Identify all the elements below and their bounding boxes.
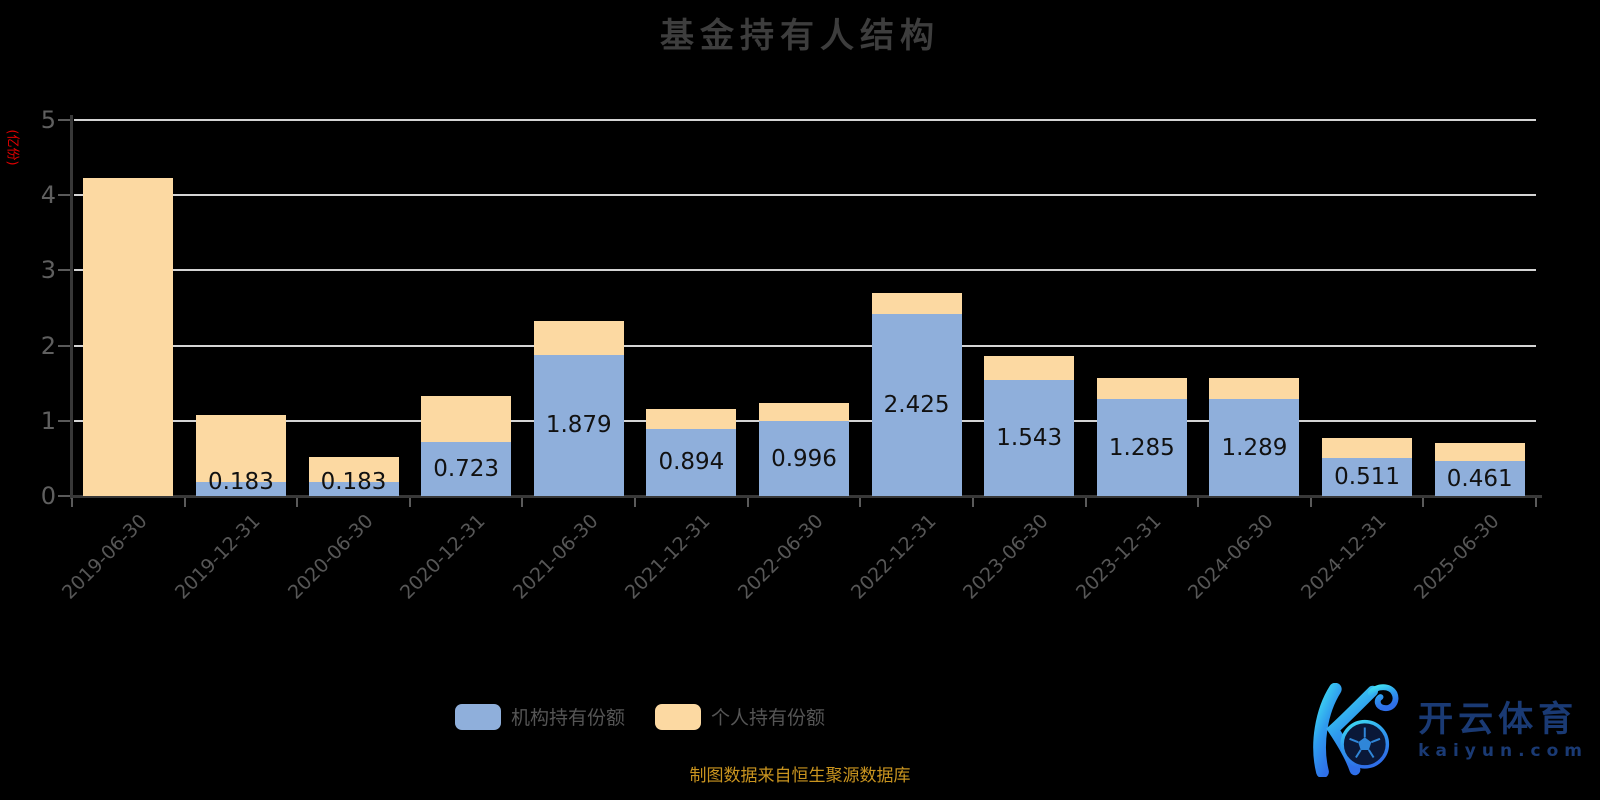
bar-segment-personal[interactable] (646, 409, 737, 429)
bar-segment-personal[interactable] (1096, 377, 1187, 400)
x-tick (1309, 498, 1312, 507)
bar-segment-institutional[interactable] (1209, 399, 1300, 496)
y-tick (58, 495, 70, 497)
bar-segment-personal[interactable] (759, 403, 849, 422)
x-axis-label: 2019-12-31 (170, 510, 265, 604)
bar-value-label: 0.183 (207, 469, 274, 495)
x-tick (859, 498, 862, 507)
legend-item-institutional[interactable]: 机构持有份额 (454, 703, 625, 730)
legend-item-personal[interactable]: 个人持有份额 (655, 703, 825, 730)
y-tick (58, 194, 70, 197)
x-tick (296, 498, 299, 507)
y-tick (58, 269, 70, 272)
legend-label-institutional: 机构持有份额 (510, 707, 625, 729)
bar-value-label: 1.543 (996, 424, 1063, 451)
bar-segment-personal[interactable] (308, 457, 399, 483)
y-axis-line (70, 115, 73, 499)
y-tick-label: 0 (40, 482, 56, 510)
bar-segment-institutional[interactable] (646, 428, 737, 496)
bar-value-label: 0.894 (658, 449, 725, 476)
gridline (74, 344, 1536, 347)
bar-value-label: 2.425 (883, 391, 950, 418)
kaiyun-logo[interactable]: 开云体育 kaiyun.com (1292, 683, 1588, 777)
bar-value-label: 0.511 (1334, 463, 1400, 490)
bar-segment-personal[interactable] (83, 177, 174, 496)
legend: 机构持有份额 个人持有份额 (0, 703, 1280, 730)
y-tick (58, 344, 70, 347)
bar-value-label: 0.996 (771, 445, 837, 472)
y-tick-label: 3 (40, 256, 56, 285)
gridline (74, 119, 1536, 121)
gridline (74, 269, 1536, 272)
bar-segment-institutional[interactable] (195, 482, 286, 496)
bar-segment-personal[interactable] (421, 395, 512, 442)
data-source-note: 制图数据来自恒生聚源数据库 (689, 766, 911, 786)
bar-segment-institutional[interactable] (533, 354, 624, 496)
kaiyun-k-soccer-ball-icon (1313, 683, 1399, 777)
bar-value-label: 0.723 (433, 455, 500, 482)
x-tick (1422, 498, 1425, 507)
x-tick (746, 498, 749, 507)
x-axis-label: 2025-06-30 (1409, 510, 1504, 604)
x-axis-label: 2022-06-30 (733, 510, 828, 604)
legend-swatch-personal (655, 703, 701, 730)
bar-segment-personal[interactable] (984, 355, 1075, 380)
x-axis-label: 2023-06-30 (959, 510, 1053, 604)
y-tick-label: 1 (40, 406, 56, 435)
y-tick-label: 2 (40, 331, 56, 360)
y-tick (58, 419, 70, 422)
y-tick (58, 119, 70, 121)
x-tick (1084, 498, 1087, 507)
bar-segment-institutional[interactable] (1096, 399, 1187, 496)
legend-label-personal: 个人持有份额 (711, 707, 826, 729)
bar-segment-institutional[interactable] (1434, 461, 1525, 496)
x-tick (408, 498, 411, 507)
bar-segment-institutional[interactable] (871, 313, 962, 496)
bar-value-label: 1.879 (545, 412, 612, 439)
x-tick (634, 498, 637, 507)
bar-segment-personal[interactable] (1322, 438, 1413, 458)
bar-segment-personal[interactable] (533, 320, 624, 355)
bar-value-label: 1.289 (1221, 434, 1288, 461)
bar-value-label: 1.285 (1108, 434, 1175, 461)
bar-segment-institutional[interactable] (308, 482, 399, 496)
x-tick (71, 498, 73, 507)
bar-segment-personal[interactable] (1209, 378, 1300, 400)
x-axis-line (70, 495, 1542, 498)
y-tick-label: 4 (40, 181, 56, 210)
gridline (74, 194, 1536, 197)
kaiyun-logo-texts: 开云体育 kaiyun.com (1418, 699, 1588, 761)
kaiyun-brand-text: 开云体育 (1418, 700, 1579, 740)
bar-segment-personal[interactable] (871, 293, 962, 314)
x-axis-label: 2020-12-31 (396, 510, 490, 604)
x-tick (521, 498, 524, 507)
x-tick (971, 498, 974, 507)
kaiyun-domain-text: kaiyun.com (1418, 741, 1588, 761)
bar-segment-institutional[interactable] (1322, 457, 1413, 496)
x-axis-label: 2021-12-31 (621, 510, 715, 604)
bar-segment-institutional[interactable] (759, 421, 849, 496)
bar-value-label: 0.461 (1446, 465, 1513, 492)
x-tick (183, 498, 186, 507)
bar-segment-institutional[interactable] (984, 379, 1075, 496)
x-axis-label: 2024-12-31 (1296, 510, 1391, 604)
y-tick-label: 5 (40, 106, 56, 134)
x-tick (1197, 498, 1200, 507)
x-tick (1535, 498, 1537, 507)
bar-segment-personal[interactable] (195, 415, 286, 483)
legend-swatch-institutional (454, 703, 501, 730)
bar-segment-institutional[interactable] (421, 441, 512, 496)
bar-segment-personal[interactable] (1434, 443, 1525, 462)
chart-title: 基金持有人结构 (660, 16, 940, 56)
x-axis-label: 2019-06-30 (58, 510, 152, 604)
bar-value-label: 0.183 (320, 469, 387, 495)
